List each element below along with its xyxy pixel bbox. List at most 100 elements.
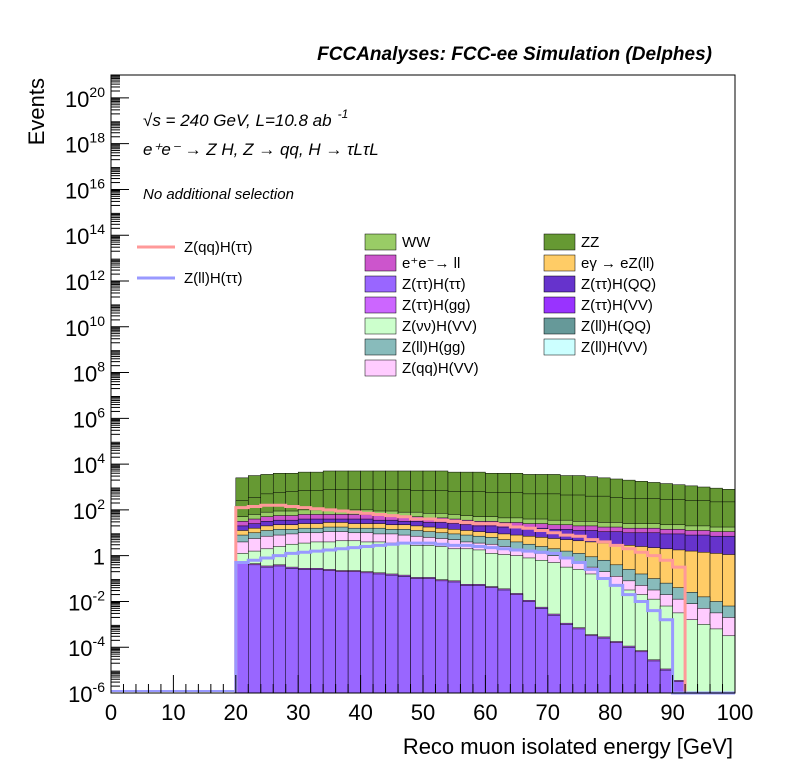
stack-bin-l0-b4 [285, 568, 299, 694]
legend-fill-label-10: Z(ll)H(gg) [402, 339, 465, 356]
legend-fill-swatch-5 [543, 275, 576, 293]
stack-bin-l0-b5 [297, 569, 311, 694]
legend: Z(qq)H(ττ) Z(ll)H(ττ) WW ZZ e⁺e⁻→ ll eγ → eZ(… [137, 233, 656, 377]
x-tick-label-2: 20 [224, 700, 248, 725]
y-tick-label-2: 10-2 [68, 587, 105, 615]
stack-bin-l0-b7 [322, 570, 336, 694]
stack-bin-l0-b35 [672, 681, 686, 694]
stack-bin-l0-b9 [347, 571, 361, 694]
x-tick-label-0: 0 [105, 700, 117, 725]
x-tick-label-3: 30 [286, 700, 310, 725]
legend-fill-swatch-12 [364, 359, 397, 377]
y-tick-label-1: 10-4 [68, 633, 105, 661]
y-tick-label-11: 1016 [65, 175, 105, 203]
stack-bin-l0-b3 [272, 565, 286, 694]
stack-bin-l0-b2 [260, 566, 274, 694]
y-tick-label-3: 1 [93, 545, 105, 570]
legend-fill-swatch-9 [543, 317, 576, 335]
stack-bin-l0-b25 [547, 614, 561, 694]
legend-fill-label-12: Z(qq)H(VV) [402, 360, 479, 377]
stack-bin-l0-b8 [335, 571, 349, 694]
legend-fill-label-1: ZZ [581, 234, 599, 251]
legend-fill-swatch-2 [364, 254, 397, 272]
legend-fill-label-2: e⁺e⁻→ ll [402, 255, 460, 272]
stack-bin-l0-b28 [584, 635, 598, 694]
series-line-0 [234, 503, 735, 695]
series-line-1 [234, 541, 735, 695]
y-tick-label-9: 1012 [65, 267, 105, 295]
selection-annotation: No additional selection [143, 186, 294, 203]
stack-bin-l0-b32 [634, 651, 648, 694]
legend-fill-label-11: Z(ll)H(VV) [581, 339, 648, 356]
stack-bin-l0-b16 [435, 580, 449, 694]
y-tick-label-12: 1018 [65, 130, 105, 158]
legend-fill-swatch-6 [364, 296, 397, 314]
stack-bin-l0-b29 [597, 637, 611, 694]
y-tick-label-8: 1010 [65, 313, 105, 341]
stack-bin-l0-b26 [560, 624, 574, 694]
legend-fill-label-8: Z(νν)H(VV) [402, 318, 477, 335]
y-axis-title: Events [24, 78, 49, 145]
legend-label-0: Z(qq)H(ττ) [184, 239, 253, 256]
stack-bin-l0-b23 [522, 601, 536, 694]
legend-fill-swatch-11 [543, 338, 576, 356]
y-tick-label-13: 1020 [65, 84, 105, 112]
signal-lines [234, 503, 735, 695]
stack-bin-l0-b27 [572, 628, 586, 694]
legend-fill-label-9: Z(ll)H(QQ) [581, 318, 651, 335]
y-tick-label-6: 106 [73, 404, 105, 432]
y-tick-label-4: 102 [73, 496, 105, 524]
x-tick-label-5: 50 [411, 700, 435, 725]
legend-fill-label-7: Z(ττ)H(VV) [581, 297, 653, 314]
stack-bin-l0-b33 [647, 660, 661, 694]
legend-label-1: Z(ll)H(ττ) [184, 270, 243, 287]
legend-fill-label-5: Z(ττ)H(QQ) [581, 276, 656, 293]
process-annotation: e⁺e⁻ → Z H, Z → qq, H → τLτL [143, 140, 379, 159]
energy-text: √s = 240 GeV, L=10.8 ab [143, 111, 332, 130]
stack-bin-l0-b14 [410, 578, 424, 694]
stack-bin-l0-b11 [372, 573, 386, 694]
stack-bin-l2-b37 [697, 624, 711, 694]
x-tick-label-8: 80 [598, 700, 622, 725]
legend-fill-swatch-8 [364, 317, 397, 335]
legend-fill-swatch-7 [543, 296, 576, 314]
stack-bin-l0-b12 [385, 574, 399, 694]
stack-bin-l2-b39 [722, 635, 736, 694]
stack-bin-l0-b22 [510, 594, 524, 694]
stack-bin-l0-b1 [248, 564, 262, 694]
stack-bin-l0-b20 [485, 587, 499, 694]
legend-fill-swatch-3 [543, 254, 576, 272]
legend-fill-label-0: WW [402, 234, 431, 251]
stacked-histograms [111, 470, 736, 694]
stack-bin-l2-b36 [684, 619, 698, 694]
stack-bin-l0-b34 [659, 669, 673, 694]
stack-bin-l0-b13 [397, 576, 411, 694]
x-tick-label-7: 70 [536, 700, 560, 725]
legend-fill-label-3: eγ → eZ(ll) [581, 255, 654, 272]
axis-ticks: 0 10 20 30 40 50 60 70 80 90 10010-610-410-2110210… [65, 75, 754, 725]
legend-fill-swatch-1 [543, 233, 576, 251]
y-tick-label-5: 104 [73, 450, 105, 478]
stack-bin-l0-b30 [609, 642, 623, 694]
legend-fill-label-6: Z(ττ)H(gg) [402, 297, 471, 314]
chart-title: FCCAnalyses: FCC-ee Simulation (Delphes) [317, 44, 712, 65]
legend-fill-swatch-4 [364, 275, 397, 293]
stack-bin-l0-b0 [235, 562, 249, 694]
x-tick-label-9: 90 [660, 700, 684, 725]
x-axis-title: Reco muon isolated energy [GeV] [403, 734, 733, 759]
x-tick-label-6: 60 [473, 700, 497, 725]
stack-bin-l0-b18 [460, 585, 474, 694]
y-tick-label-0: 10-6 [68, 679, 105, 707]
stack-bin-l2-b38 [709, 628, 723, 694]
stack-bin-l0-b17 [447, 581, 461, 694]
x-tick-label-1: 10 [161, 700, 185, 725]
legend-fill-swatch-10 [364, 338, 397, 356]
stack-bin-l0-b15 [422, 578, 436, 694]
x-tick-label-10: 100 [717, 700, 754, 725]
stack-bin-l0-b6 [310, 569, 324, 694]
energy-annotation: √s = 240 GeV, L=10.8 ab -1 [143, 107, 348, 130]
stack-bin-l0-b19 [472, 585, 486, 694]
stack-bin-l0-b31 [622, 646, 636, 694]
